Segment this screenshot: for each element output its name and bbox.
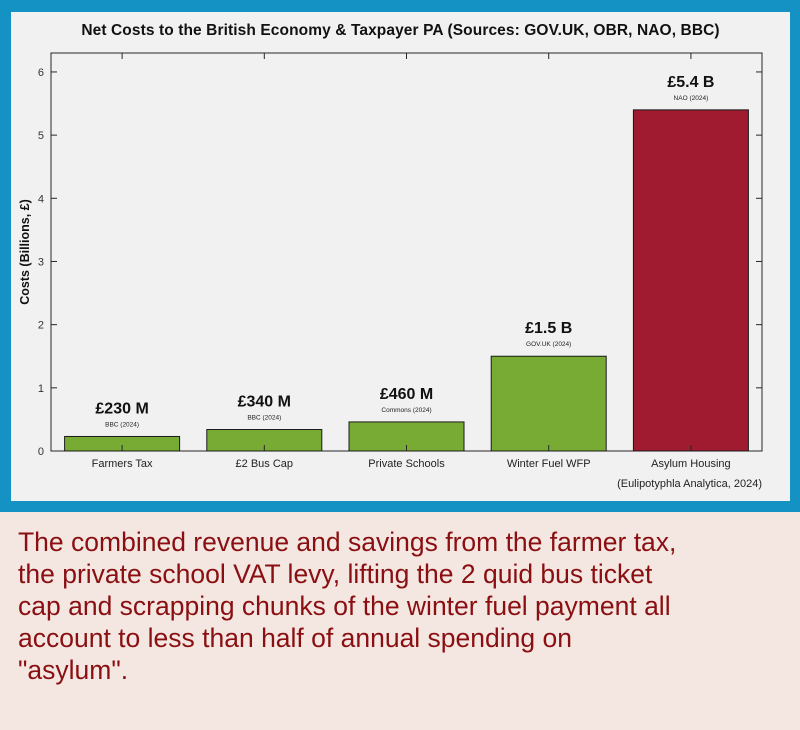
bar bbox=[348, 421, 465, 452]
y-tick-label: 4 bbox=[38, 193, 44, 205]
source-label: Commons (2024) bbox=[381, 407, 431, 414]
source-label: BBC (2024) bbox=[247, 415, 281, 422]
data-label: £340 M bbox=[238, 394, 291, 411]
bar bbox=[632, 109, 749, 452]
y-tick-label: 5 bbox=[38, 130, 44, 142]
y-tick-label: 2 bbox=[38, 320, 44, 332]
bar-chart: 0 1 2 3 4 5 6 Costs (Billions, £) Farmers Tax £23… bbox=[18, 52, 763, 490]
x-tick-label: Farmers Tax bbox=[92, 458, 153, 470]
source-label: BBC (2024) bbox=[105, 421, 139, 428]
y-tick-label: 3 bbox=[38, 256, 44, 268]
caption: The combined revenue and savings from th… bbox=[18, 526, 788, 686]
attribution: (Eulipotyphla Analytica, 2024) bbox=[617, 478, 762, 490]
x-tick-label: Winter Fuel WFP bbox=[507, 458, 591, 470]
x-tick-label: Asylum Housing bbox=[651, 458, 730, 470]
y-axis-label: Costs (Billions, £) bbox=[18, 199, 32, 305]
data-label: £5.4 B bbox=[667, 74, 714, 91]
chart-title: Net Costs to the British Economy & Taxpa… bbox=[81, 22, 720, 39]
y-tick-label: 0 bbox=[38, 446, 44, 458]
data-label: £230 M bbox=[95, 400, 148, 417]
source-label: GOV.UK (2024) bbox=[526, 341, 571, 348]
chart-frame: Net Costs to the British Economy & Taxpa… bbox=[0, 0, 800, 512]
caption-line: The combined revenue and savings from th… bbox=[18, 527, 677, 557]
source-label: NAO (2024) bbox=[674, 95, 709, 102]
data-label: £460 M bbox=[380, 386, 433, 403]
y-tick-label: 6 bbox=[38, 67, 44, 79]
x-tick-label: Private Schools bbox=[368, 458, 445, 470]
y-tick-label: 1 bbox=[38, 383, 44, 395]
x-tick-label: £2 Bus Cap bbox=[236, 458, 293, 470]
caption-line: cap and scrapping chunks of the winter f… bbox=[18, 591, 671, 621]
caption-line: account to less than half of annual spen… bbox=[18, 623, 572, 653]
chart-panel: Net Costs to the British Economy & Taxpa… bbox=[11, 12, 790, 501]
caption-line: "asylum". bbox=[18, 655, 129, 685]
caption-line: the private school VAT levy, lifting the… bbox=[18, 559, 653, 589]
data-label: £1.5 B bbox=[525, 320, 572, 337]
bar bbox=[490, 355, 607, 452]
